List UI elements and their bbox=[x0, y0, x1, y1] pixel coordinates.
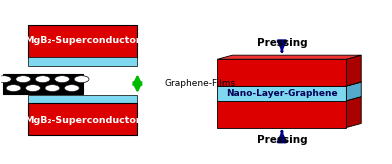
Ellipse shape bbox=[74, 76, 89, 82]
Ellipse shape bbox=[16, 76, 31, 82]
Ellipse shape bbox=[0, 76, 11, 82]
Ellipse shape bbox=[55, 76, 69, 82]
Ellipse shape bbox=[25, 85, 40, 92]
Bar bbox=[28, 103, 138, 135]
Polygon shape bbox=[218, 97, 361, 101]
Polygon shape bbox=[218, 55, 361, 59]
Ellipse shape bbox=[6, 85, 21, 92]
Polygon shape bbox=[347, 82, 361, 101]
Ellipse shape bbox=[55, 76, 69, 82]
Polygon shape bbox=[347, 55, 361, 86]
Text: Pressing: Pressing bbox=[257, 38, 307, 48]
Ellipse shape bbox=[35, 76, 50, 82]
Text: Pressing: Pressing bbox=[257, 135, 307, 145]
Ellipse shape bbox=[45, 85, 60, 92]
Ellipse shape bbox=[45, 85, 60, 92]
Text: MgB₂-Superconductor: MgB₂-Superconductor bbox=[24, 36, 141, 45]
Ellipse shape bbox=[35, 76, 50, 82]
Polygon shape bbox=[218, 82, 361, 86]
Ellipse shape bbox=[64, 85, 79, 92]
Ellipse shape bbox=[6, 85, 21, 92]
Bar bbox=[28, 57, 138, 66]
Ellipse shape bbox=[74, 76, 89, 82]
Bar bbox=[218, 86, 347, 101]
Text: Nano-Layer-Graphene: Nano-Layer-Graphene bbox=[226, 89, 338, 98]
Polygon shape bbox=[347, 97, 361, 128]
Ellipse shape bbox=[25, 85, 40, 92]
Bar bbox=[218, 101, 347, 128]
Bar bbox=[28, 25, 138, 58]
Bar bbox=[28, 95, 138, 104]
Ellipse shape bbox=[64, 85, 79, 92]
Bar bbox=[3, 74, 83, 94]
Text: MgB₂-Superconductor: MgB₂-Superconductor bbox=[24, 116, 141, 125]
Bar bbox=[218, 59, 347, 86]
Text: Graphene-Films: Graphene-Films bbox=[165, 79, 236, 88]
Ellipse shape bbox=[16, 76, 31, 82]
